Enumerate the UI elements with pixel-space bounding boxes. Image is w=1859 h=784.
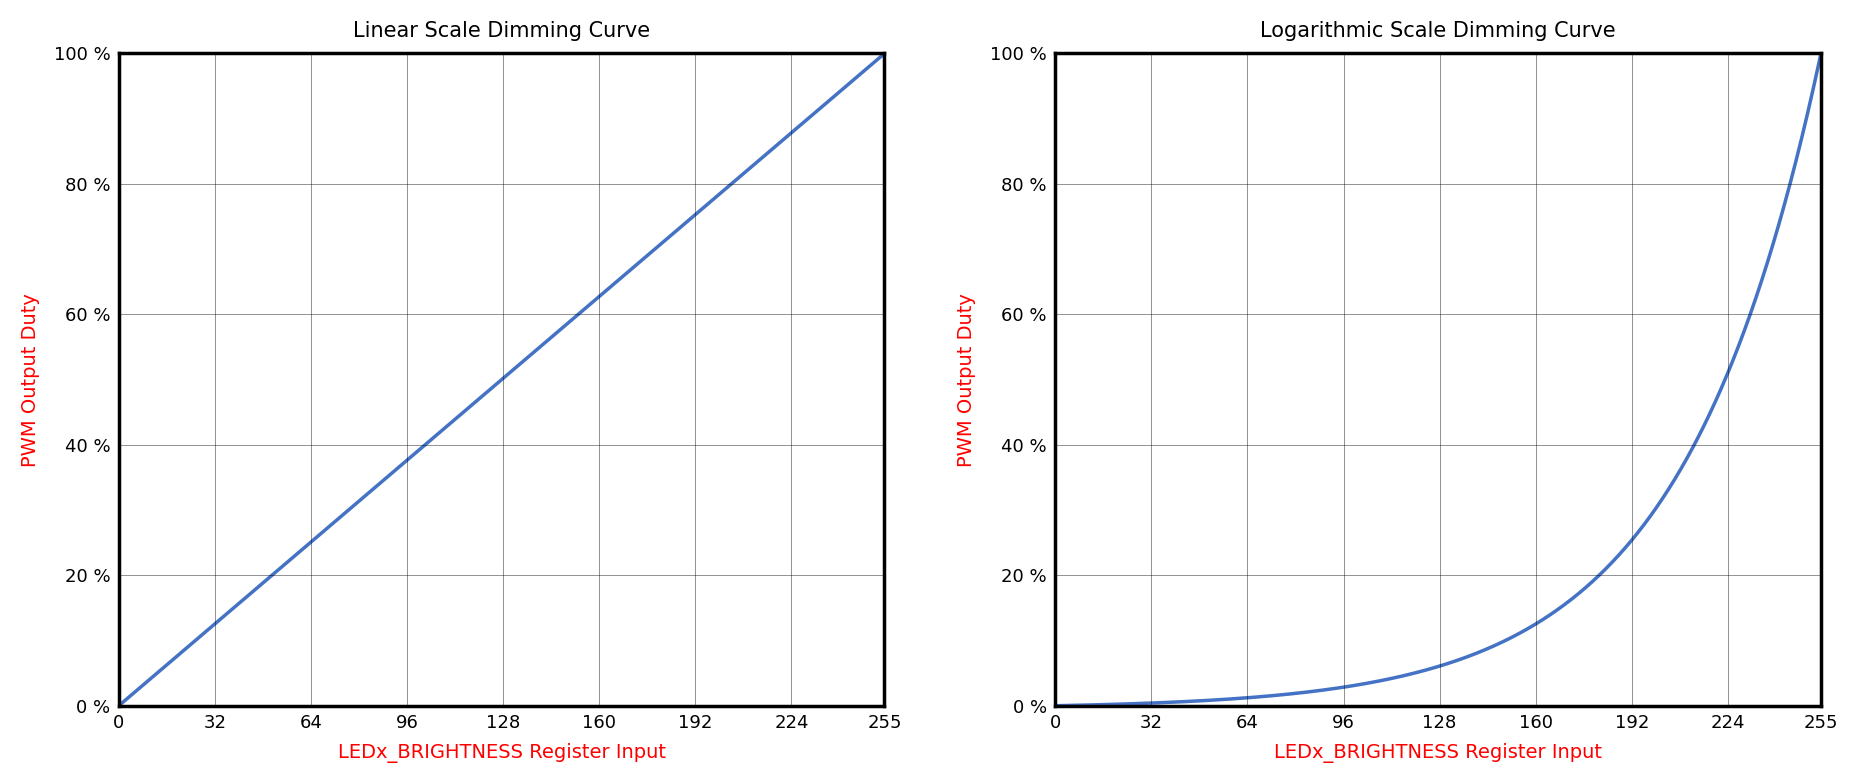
Y-axis label: PWM Output Duty: PWM Output Duty — [957, 292, 976, 466]
Title: Logarithmic Scale Dimming Curve: Logarithmic Scale Dimming Curve — [1260, 21, 1615, 41]
X-axis label: LEDx_BRIGHTNESS Register Input: LEDx_BRIGHTNESS Register Input — [1273, 743, 1602, 763]
Title: Linear Scale Dimming Curve: Linear Scale Dimming Curve — [353, 21, 651, 41]
Y-axis label: PWM Output Duty: PWM Output Duty — [20, 292, 39, 466]
X-axis label: LEDx_BRIGHTNESS Register Input: LEDx_BRIGHTNESS Register Input — [338, 743, 666, 763]
